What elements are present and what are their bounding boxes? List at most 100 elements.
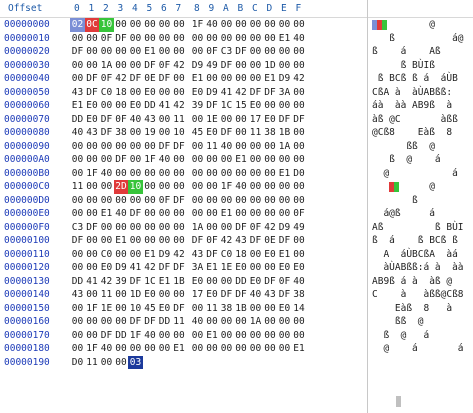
hex-byte[interactable]: C3 <box>71 221 84 233</box>
hex-byte[interactable]: 00 <box>86 289 98 300</box>
hex-byte[interactable]: 10 <box>99 18 114 32</box>
hex-byte[interactable]: 0C <box>84 18 100 32</box>
ascii-text[interactable]: @ á á <box>372 343 464 354</box>
hex-byte[interactable]: 2D <box>113 180 129 194</box>
hex-byte[interactable]: 00 <box>115 356 127 368</box>
hex-byte[interactable]: DF <box>100 127 113 138</box>
hex-byte[interactable]: 42 <box>115 73 127 84</box>
hex-byte[interactable]: 0F <box>206 46 218 57</box>
hex-byte[interactable]: 00 <box>220 154 233 165</box>
hex-byte[interactable]: 00 <box>191 32 204 44</box>
hex-byte[interactable]: 00 <box>144 140 156 152</box>
hex-byte[interactable]: 40 <box>293 275 305 287</box>
hex-byte[interactable]: 40 <box>100 167 113 179</box>
hex-byte[interactable]: 00 <box>115 140 127 152</box>
hex-byte[interactable]: 00 <box>235 329 247 341</box>
hex-byte[interactable]: 0F <box>158 59 171 71</box>
hex-byte[interactable]: E1 <box>220 208 233 219</box>
hex-byte[interactable]: 43 <box>144 113 156 125</box>
hex-byte[interactable]: 3A <box>191 262 204 273</box>
hex-byte[interactable]: E0 <box>293 262 305 273</box>
hex-byte[interactable]: 38 <box>264 127 276 138</box>
hex-byte[interactable]: 1D <box>129 289 142 300</box>
hex-byte[interactable]: 00 <box>278 19 291 30</box>
table-row[interactable]: 00000120 00 00 E0 D9 41 42 DF DF 3A E1 1E E0 00 00 E0 E0… <box>0 261 473 275</box>
hex-byte[interactable]: 1A <box>278 140 291 152</box>
hex-byte[interactable]: 42 <box>173 100 185 111</box>
hex-byte[interactable]: 00 <box>235 167 247 179</box>
hex-byte[interactable]: DF <box>71 46 84 57</box>
hex-byte[interactable]: 00 <box>220 329 233 341</box>
hex-byte[interactable]: 00 <box>129 59 142 71</box>
hex-byte[interactable]: D0 <box>71 356 84 368</box>
hex-byte[interactable]: 1A <box>249 316 262 327</box>
hex-byte[interactable]: 00 <box>71 167 84 179</box>
hex-byte[interactable]: 15 <box>235 100 247 111</box>
hex-byte[interactable]: 00 <box>71 316 84 327</box>
table-row[interactable]: 00000130 DD 41 42 39 DF 1C E1 1B E0 00 00 DD E0 DF 0F 40… <box>0 275 473 289</box>
table-row[interactable]: 000000E0 00 00 E1 40 DF 00 00 00 00 00 E1 00 00 00 00 0F… <box>0 207 473 221</box>
hex-byte[interactable]: C0 <box>100 248 113 260</box>
hex-byte[interactable]: 41 <box>220 86 233 98</box>
hex-byte[interactable]: E1 <box>173 343 185 354</box>
hex-byte[interactable]: 11 <box>206 140 218 152</box>
hex-byte[interactable]: 00 <box>115 194 127 206</box>
hex-byte[interactable]: 00 <box>100 316 113 327</box>
hex-byte[interactable]: E0 <box>249 275 262 287</box>
hex-byte[interactable]: 00 <box>129 235 142 246</box>
hex-byte[interactable]: DF <box>144 59 156 71</box>
hex-byte[interactable]: 00 <box>220 221 233 233</box>
hex-byte[interactable]: 00 <box>86 208 98 219</box>
hex-byte[interactable]: 00 <box>129 32 142 44</box>
hex-byte[interactable]: 1B <box>235 302 247 314</box>
hex-byte[interactable]: E0 <box>206 127 218 138</box>
hex-byte[interactable]: 11 <box>206 302 218 314</box>
hex-byte[interactable]: 00 <box>71 194 84 206</box>
hex-byte[interactable]: DF <box>71 235 84 246</box>
hex-byte[interactable]: 00 <box>173 208 185 219</box>
hex-byte[interactable]: 3A <box>278 86 291 98</box>
hex-byte[interactable]: 40 <box>100 343 113 354</box>
hex-byte[interactable]: 00 <box>115 19 127 30</box>
hex-byte[interactable]: 1F <box>129 329 142 341</box>
hex-byte[interactable]: E0 <box>191 86 204 98</box>
hex-byte[interactable]: 00 <box>293 59 305 71</box>
hex-byte[interactable]: 00 <box>206 221 218 233</box>
hex-byte[interactable]: 40 <box>249 289 262 300</box>
hex-byte[interactable]: 00 <box>86 329 98 341</box>
hex-byte[interactable]: 0F <box>206 235 218 246</box>
hex-byte[interactable]: 00 <box>115 343 127 354</box>
hex-byte[interactable]: 00 <box>129 127 142 138</box>
hex-byte[interactable]: 00 <box>293 46 305 57</box>
hex-byte[interactable]: 40 <box>158 154 171 165</box>
hex-byte[interactable]: D9 <box>158 248 171 260</box>
hex-byte[interactable]: 00 <box>86 181 98 192</box>
hex-byte[interactable]: 00 <box>158 86 171 98</box>
ascii-text[interactable]: AB9ß á à àß @ <box>372 275 453 287</box>
hex-byte[interactable]: 40 <box>206 19 218 30</box>
hex-byte[interactable]: DF <box>100 113 113 125</box>
hex-byte[interactable]: 00 <box>220 73 233 84</box>
hex-byte[interactable]: E0 <box>235 262 247 273</box>
hex-byte[interactable]: 00 <box>220 316 233 327</box>
hex-byte[interactable]: 1A <box>100 59 113 71</box>
table-row[interactable]: 00000090 00 00 00 00 00 00 DF DF 00 11 40 00 00 00 1A 00… <box>0 140 473 154</box>
hex-byte[interactable]: 42 <box>144 262 156 273</box>
hex-byte[interactable]: 00 <box>173 19 185 30</box>
hex-byte[interactable]: 00 <box>158 46 171 57</box>
hex-byte[interactable]: E0 <box>264 113 276 125</box>
hex-byte[interactable]: 40 <box>144 329 156 341</box>
hex-byte[interactable]: 00 <box>86 262 98 273</box>
hex-byte[interactable]: 00 <box>264 100 276 111</box>
table-row[interactable]: 00000020 DF 00 00 00 00 E1 00 00 00 0F C3 DF 00 00 00 00… <box>0 45 473 59</box>
hex-byte[interactable]: 00 <box>249 194 262 206</box>
hex-byte[interactable]: 00 <box>71 302 84 314</box>
hex-byte[interactable]: 00 <box>249 46 262 57</box>
hex-byte[interactable]: 00 <box>100 46 113 57</box>
hex-byte[interactable]: 43 <box>235 235 247 246</box>
hex-byte[interactable]: 00 <box>206 208 218 219</box>
hex-byte[interactable]: DF <box>220 59 233 71</box>
hex-byte[interactable]: E0 <box>191 275 204 287</box>
hex-byte[interactable]: E1 <box>100 208 113 219</box>
